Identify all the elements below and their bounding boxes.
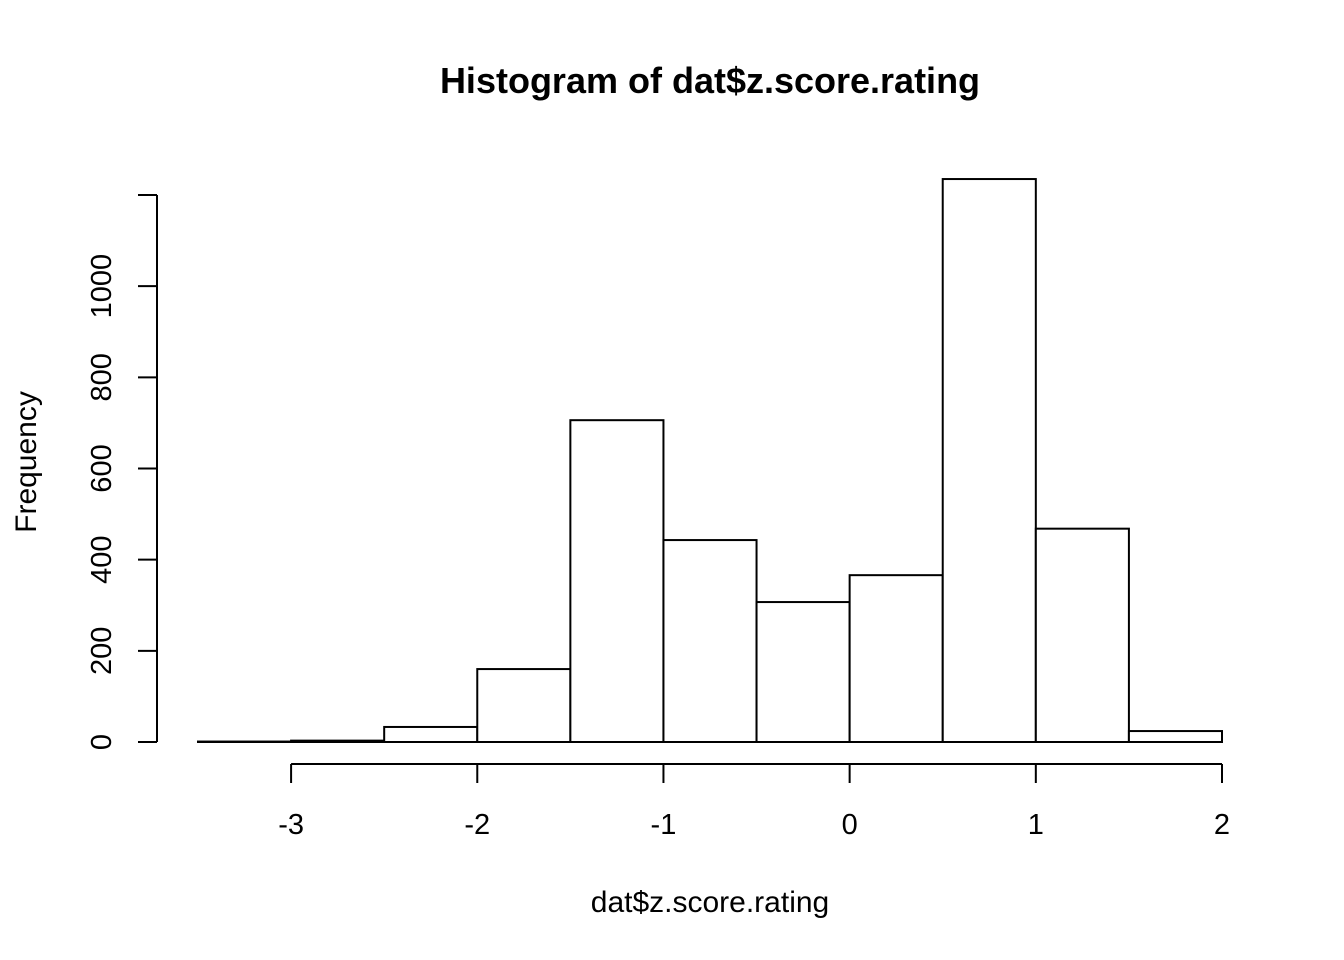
x-tick-label: -3 [278, 809, 304, 841]
x-tick-label: -1 [651, 809, 677, 841]
histogram-bar [941, 178, 1037, 743]
histogram-bar [662, 539, 758, 744]
y-tick-label: 600 [86, 444, 118, 492]
histogram-bar [848, 574, 944, 743]
histogram-bar [1127, 730, 1223, 743]
histogram-bar [383, 725, 479, 744]
x-tick-label: 2 [1214, 809, 1230, 841]
y-tick-label: 0 [86, 734, 118, 750]
histogram-bar [755, 601, 851, 743]
y-tick-label: 800 [86, 353, 118, 401]
y-tick-label: 200 [86, 627, 118, 675]
chart-title: Histogram of dat$z.score.rating [440, 60, 980, 101]
y-tick-label: 400 [86, 535, 118, 583]
histogram-bar [1034, 527, 1130, 743]
x-tick-label: 1 [1028, 809, 1044, 841]
bars-group [197, 178, 1223, 744]
histogram-bar [476, 668, 572, 743]
y-axis-label: Frequency [10, 391, 43, 533]
y-tick-label: 1000 [86, 254, 118, 319]
x-tick-label: 0 [842, 809, 858, 841]
x-axis-label: dat$z.score.rating [591, 886, 829, 919]
y-axis: 0 200 400 600 800 1000 [86, 194, 158, 750]
x-tick-label: -2 [464, 809, 490, 841]
histogram-bar [569, 419, 665, 743]
x-axis: -3 -2 -1 0 1 2 [278, 763, 1230, 841]
histogram-bar [290, 739, 386, 744]
